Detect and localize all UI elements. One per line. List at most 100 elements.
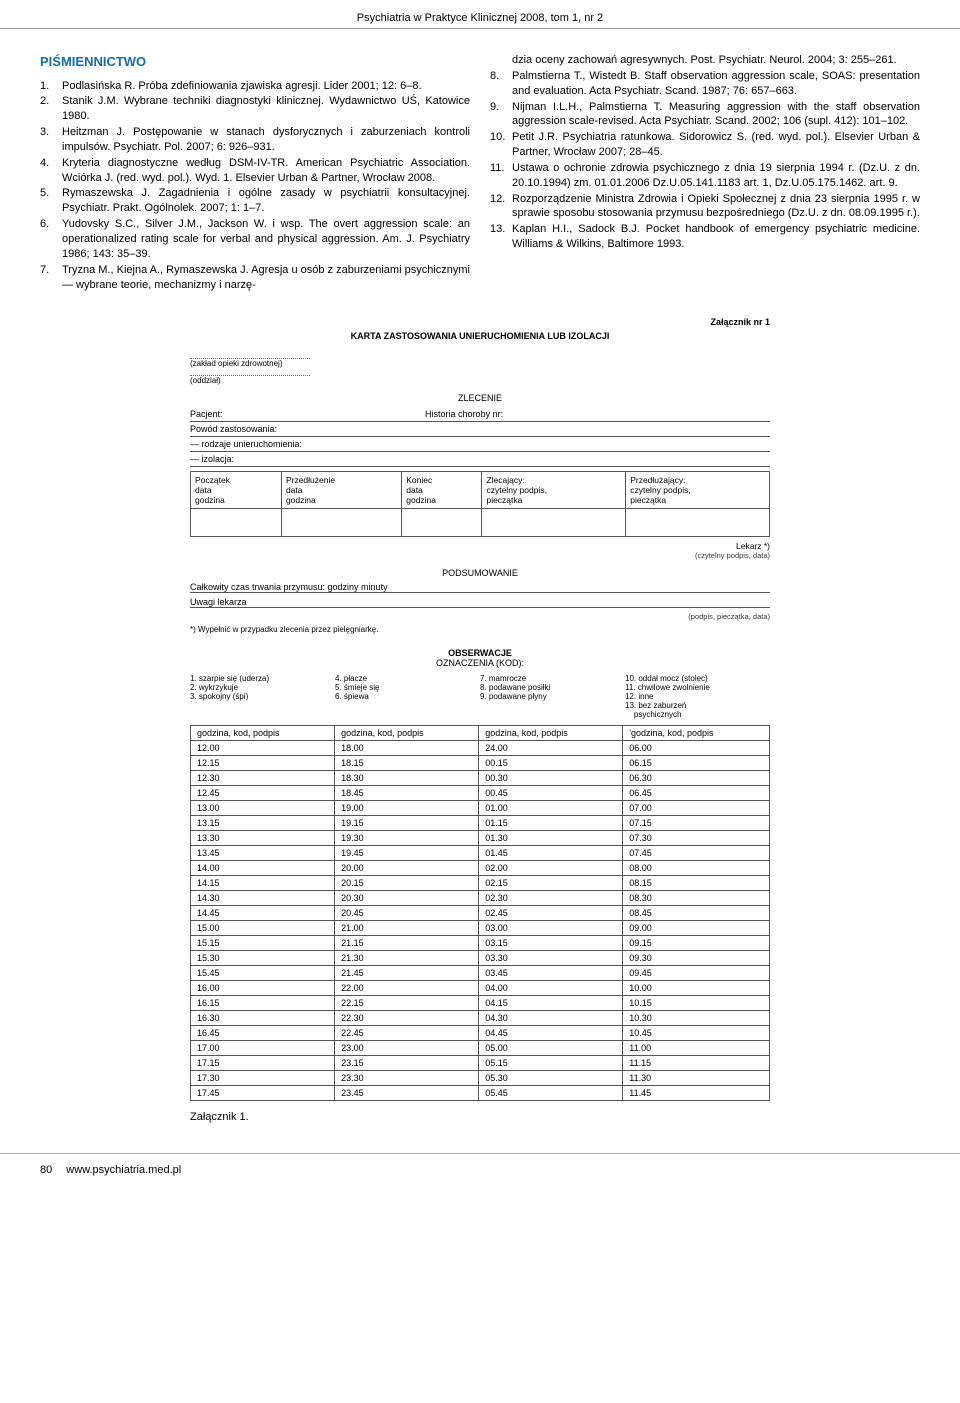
obs-cell: 13.45 — [191, 846, 335, 861]
obs-cell: 02.45 — [479, 906, 623, 921]
obs-row: 17.3023.3005.3011.30 — [191, 1071, 770, 1086]
reference-text: dzia oceny zachowań agresywnych. Post. P… — [512, 53, 920, 68]
obs-cell: 24.00 — [479, 741, 623, 756]
obs-cell: 16.00 — [191, 981, 335, 996]
obs-cell: 15.30 — [191, 951, 335, 966]
oddzial-label: (oddział) — [190, 376, 770, 385]
obs-cell: 01.15 — [479, 816, 623, 831]
reference-text: Rozporządzenie Ministra Zdrowia i Opieki… — [512, 192, 920, 222]
legend-column: 10. oddał mocz (stolec)11. chwilowe zwol… — [625, 674, 770, 719]
obs-cell: 10.00 — [623, 981, 770, 996]
reference-text: Podlasińska R. Próba zdefiniowania zjawi… — [62, 79, 470, 94]
obs-cell: 04.15 — [479, 996, 623, 1011]
footer-url: www.psychiatria.med.pl — [66, 1164, 181, 1176]
reference-number: 1. — [40, 79, 62, 94]
right-column: dzia oceny zachowań agresywnych. Post. P… — [490, 53, 920, 293]
obs-cell: 04.00 — [479, 981, 623, 996]
obs-row: 17.0023.0005.0011.00 — [191, 1041, 770, 1056]
reference-number: 4. — [40, 156, 62, 186]
obs-row: 13.0019.0001.0007.00 — [191, 801, 770, 816]
legend-item: 5. śmieje się — [335, 683, 480, 692]
zaklad-label: (zakład opieki zdrowotnej) — [190, 359, 770, 368]
obs-cell: 14.15 — [191, 876, 335, 891]
desc-header-cell: Przedłużający:czytelny podpis,pieczątka — [626, 472, 770, 509]
obs-header-cell: godzina, kod, podpis — [191, 726, 335, 741]
reference-number: 13. — [490, 222, 512, 252]
appendix-number: Załącznik nr 1 — [190, 317, 770, 327]
desc-header-cell: Początekdatagodzina — [191, 472, 282, 509]
desc-header-cell: Zlecający:czytelny podpis,pieczątka — [482, 472, 626, 509]
obs-cell: 18.15 — [335, 756, 479, 771]
obs-title: OBSERWACJE — [190, 648, 770, 658]
desc-header-cell: Koniecdatagodzina — [402, 472, 482, 509]
obs-cell: 20.00 — [335, 861, 479, 876]
reference-number: 6. — [40, 217, 62, 262]
obs-cell: 08.45 — [623, 906, 770, 921]
reference-item: 10.Petit J.R. Psychiatria ratunkowa. Sid… — [490, 130, 920, 160]
izolacja-row: — izolacja: — [190, 452, 770, 467]
dotted-line — [190, 351, 310, 359]
obs-cell: 18.30 — [335, 771, 479, 786]
obs-cell: 11.45 — [623, 1086, 770, 1101]
obs-cell: 21.15 — [335, 936, 479, 951]
obs-cell: 00.45 — [479, 786, 623, 801]
obs-cell: 12.00 — [191, 741, 335, 756]
reference-number: 3. — [40, 125, 62, 155]
obs-cell: 18.45 — [335, 786, 479, 801]
obs-cell: 01.30 — [479, 831, 623, 846]
obs-header-cell: godzina, kod, podpis — [479, 726, 623, 741]
obs-cell: 18.00 — [335, 741, 479, 756]
obs-cell: 10.15 — [623, 996, 770, 1011]
obs-row: 16.1522.1504.1510.15 — [191, 996, 770, 1011]
legend-item: 11. chwilowe zwolnienie — [625, 683, 770, 692]
obs-cell: 15.15 — [191, 936, 335, 951]
figure-caption: Załącznik 1. — [190, 1111, 960, 1123]
reference-item: 13.Kaplan H.I., Sadock B.J. Pocket handb… — [490, 222, 920, 252]
reference-item: 1.Podlasińska R. Próba zdefiniowania zja… — [40, 79, 470, 94]
obs-row: 16.3022.3004.3010.30 — [191, 1011, 770, 1026]
legend-item: 6. śpiewa — [335, 692, 480, 701]
reference-number: 10. — [490, 130, 512, 160]
legend-column: 7. mamrocze8. podawane posiłki9. podawan… — [480, 674, 625, 719]
reference-number: 7. — [40, 263, 62, 293]
obs-row: 12.3018.3000.3006.30 — [191, 771, 770, 786]
obs-cell: 11.00 — [623, 1041, 770, 1056]
obs-cell: 08.00 — [623, 861, 770, 876]
left-column: PIŚMIENNICTWO 1.Podlasińska R. Próba zde… — [40, 53, 470, 293]
obs-cell: 11.30 — [623, 1071, 770, 1086]
legend-item: 4. płacze — [335, 674, 480, 683]
obs-row: 15.0021.0003.0009.00 — [191, 921, 770, 936]
reference-item: 5.Rymaszewska J. Zagadnienia i ogólne za… — [40, 186, 470, 216]
obs-cell: 05.30 — [479, 1071, 623, 1086]
reference-item: 7.Tryzna M., Kiejna A., Rymaszewska J. A… — [40, 263, 470, 293]
reference-text: Yudovsky S.C., Silver J.M., Jackson W. i… — [62, 217, 470, 262]
obs-cell: 02.15 — [479, 876, 623, 891]
obs-row: 15.4521.4503.4509.45 — [191, 966, 770, 981]
obs-cell: 10.30 — [623, 1011, 770, 1026]
reference-number — [490, 53, 512, 68]
obs-cell: 12.45 — [191, 786, 335, 801]
obs-cell: 23.45 — [335, 1086, 479, 1101]
obs-cell: 12.15 — [191, 756, 335, 771]
podsumowanie-header: PODSUMOWANIE — [190, 568, 770, 578]
obs-cell: 17.15 — [191, 1056, 335, 1071]
obs-cell: 17.00 — [191, 1041, 335, 1056]
reference-number: 9. — [490, 100, 512, 130]
reference-text: Palmstierna T., Wistedt B. Staff observa… — [512, 69, 920, 99]
references-columns: PIŚMIENNICTWO 1.Podlasińska R. Próba zde… — [0, 53, 960, 293]
obs-cell: 20.15 — [335, 876, 479, 891]
obs-header-cell: 'godzina, kod, podpis — [623, 726, 770, 741]
czas-row: Całkowity czas trwania przymusu: godziny… — [190, 582, 770, 593]
desc-empty-cell — [402, 509, 482, 537]
obs-row: 17.4523.4505.4511.45 — [191, 1086, 770, 1101]
legend-item: 1. szarpie się (uderza) — [190, 674, 335, 683]
obs-cell: 13.00 — [191, 801, 335, 816]
obs-cell: 07.15 — [623, 816, 770, 831]
reference-text: Heitzman J. Postępowanie w stanach dysfo… — [62, 125, 470, 155]
obs-row: 12.0018.0024.0006.00 — [191, 741, 770, 756]
reference-item: 8.Palmstierna T., Wistedt B. Staff obser… — [490, 69, 920, 99]
legend-item: 13. bez zaburzeń psychicznych — [625, 701, 770, 719]
references-right: dzia oceny zachowań agresywnych. Post. P… — [490, 53, 920, 252]
obs-cell: 16.30 — [191, 1011, 335, 1026]
section-title: PIŚMIENNICTWO — [40, 53, 470, 71]
